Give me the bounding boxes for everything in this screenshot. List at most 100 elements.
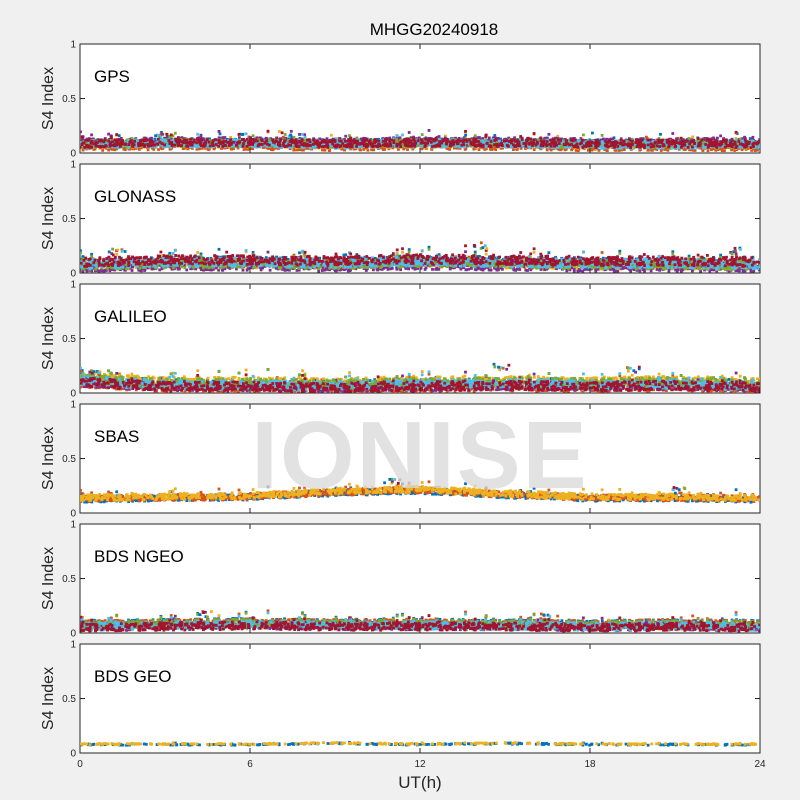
data-point (643, 142, 647, 145)
data-point (383, 147, 386, 151)
data-point (360, 145, 364, 148)
data-point (125, 143, 129, 147)
data-point (640, 137, 644, 141)
data-point (92, 148, 96, 151)
data-point (251, 134, 255, 138)
data-point (359, 139, 362, 142)
data-point (166, 135, 169, 138)
data-point (181, 138, 184, 142)
data-point (223, 136, 227, 139)
data-point (327, 149, 331, 152)
data-point (229, 146, 233, 150)
data-point (665, 144, 668, 148)
data-point (598, 139, 601, 143)
data-point (605, 137, 608, 141)
data-point (559, 146, 563, 149)
data-point (173, 131, 177, 135)
data-point (467, 139, 470, 143)
data-point (591, 131, 594, 135)
data-point (239, 132, 243, 136)
data-point (237, 138, 241, 142)
data-point (476, 136, 479, 140)
data-point (112, 147, 115, 151)
data-point (306, 146, 310, 150)
data-point (501, 146, 505, 150)
figure-title: MHGG20240918 (370, 20, 499, 39)
data-point (472, 147, 476, 151)
data-point (239, 141, 243, 145)
data-point (628, 137, 631, 141)
data-point (559, 141, 563, 145)
data-point (85, 142, 89, 145)
data-point (137, 148, 141, 151)
data-point (268, 138, 271, 142)
data-point (302, 146, 306, 149)
data-point (233, 138, 237, 142)
data-point (526, 146, 529, 150)
data-point (577, 143, 580, 147)
data-point (303, 135, 307, 139)
data-point (394, 138, 397, 142)
data-point (545, 136, 549, 140)
data-point (117, 134, 121, 137)
data-point (172, 138, 176, 142)
data-point (362, 148, 366, 151)
data-point (455, 146, 459, 150)
data-point (494, 136, 498, 140)
data-point (582, 133, 585, 137)
data-point (600, 138, 603, 142)
data-point (232, 147, 235, 151)
data-point (287, 137, 291, 141)
data-point (338, 137, 342, 140)
data-point (617, 149, 621, 152)
data-point (619, 137, 623, 141)
data-point (293, 148, 296, 152)
data-point (101, 149, 105, 152)
data-point (602, 137, 605, 141)
data-point (244, 132, 248, 136)
data-point (454, 138, 457, 142)
data-point (649, 148, 653, 152)
data-point (256, 141, 259, 145)
data-point (80, 130, 82, 134)
data-point (168, 147, 172, 151)
data-point (255, 136, 259, 140)
data-point (690, 148, 694, 152)
panel-plot-area (79, 43, 761, 154)
data-point (592, 140, 596, 143)
data-point (318, 137, 322, 141)
data-point (370, 148, 373, 152)
data-point (670, 146, 674, 150)
data-point (212, 147, 216, 151)
data-point (321, 148, 324, 152)
data-point (495, 140, 498, 144)
data-point (478, 136, 481, 139)
data-point (221, 137, 225, 140)
data-point (106, 142, 110, 145)
data-point (295, 148, 299, 152)
data-point (344, 134, 348, 138)
data-point (753, 149, 757, 152)
data-point (650, 149, 654, 152)
data-point (249, 147, 253, 150)
data-point (597, 149, 601, 152)
data-point (689, 138, 693, 142)
data-point (370, 138, 374, 142)
data-point (746, 139, 749, 143)
data-point (695, 142, 699, 145)
data-point (527, 139, 531, 142)
data-point (738, 137, 742, 141)
data-point (372, 148, 376, 152)
data-point (300, 145, 304, 149)
data-point (200, 141, 204, 145)
data-point (236, 146, 240, 150)
data-point (657, 137, 661, 140)
data-point (675, 137, 678, 141)
data-point (743, 135, 746, 139)
data-point (549, 148, 553, 152)
data-point (493, 147, 496, 150)
data-point (430, 148, 434, 151)
data-point (754, 143, 757, 147)
data-point (487, 138, 491, 142)
